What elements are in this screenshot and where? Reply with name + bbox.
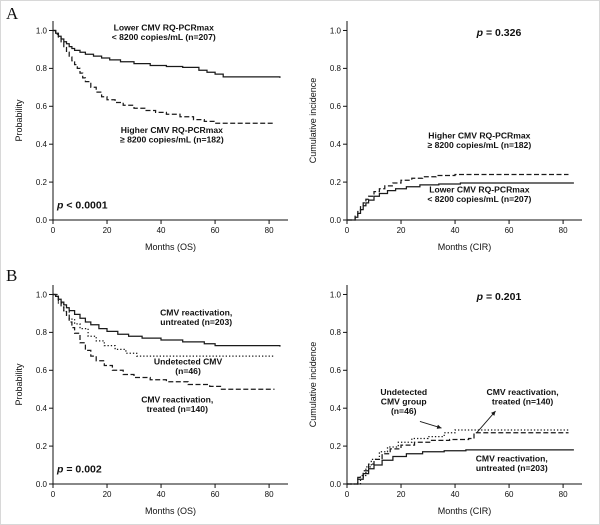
svg-text:0.6: 0.6 xyxy=(36,102,48,111)
svg-text:Lower CMV RQ-PCRmax: Lower CMV RQ-PCRmax xyxy=(429,185,529,195)
svg-text:60: 60 xyxy=(211,226,220,235)
svg-text:0.8: 0.8 xyxy=(36,328,48,337)
svg-text:0: 0 xyxy=(345,490,350,499)
svg-text:20: 20 xyxy=(397,226,406,235)
svg-text:treated (n=140): treated (n=140) xyxy=(147,404,209,414)
svg-text:60: 60 xyxy=(505,490,514,499)
chart-b-cumulative-incidence: 0.0 0.2 0.4 0.6 0.8 1.0 0 20 40 60 80 Months (CIR) C… xyxy=(307,273,592,518)
svg-text:Months (OS): Months (OS) xyxy=(145,506,196,516)
svg-text:< 8200 copies/mL (n=207): < 8200 copies/mL (n=207) xyxy=(427,194,531,204)
svg-text:CMV group: CMV group xyxy=(381,396,427,406)
svg-text:0.8: 0.8 xyxy=(330,328,342,337)
svg-text:0.4: 0.4 xyxy=(36,404,48,413)
svg-text:CMV reactivation,: CMV reactivation, xyxy=(487,387,559,397)
svg-text:80: 80 xyxy=(559,226,568,235)
svg-text:0.6: 0.6 xyxy=(330,102,342,111)
chart-b-overall-survival: 0.0 0.2 0.4 0.6 0.8 1.0 0 20 40 60 80 Months (OS) Pr… xyxy=(13,273,298,518)
svg-text:0.2: 0.2 xyxy=(330,442,342,451)
svg-text:0: 0 xyxy=(51,226,56,235)
svg-text:Lower CMV RQ-PCRmax: Lower CMV RQ-PCRmax xyxy=(114,22,214,32)
svg-text:Undetected: Undetected xyxy=(380,387,427,397)
svg-text:Probability: Probability xyxy=(14,363,24,406)
svg-text:Months (CIR): Months (CIR) xyxy=(438,506,492,516)
svg-text:Probability: Probability xyxy=(14,99,24,142)
svg-text:(n=46): (n=46) xyxy=(391,406,417,416)
svg-text:1.0: 1.0 xyxy=(330,26,342,35)
svg-text:0.6: 0.6 xyxy=(330,366,342,375)
svg-text:40: 40 xyxy=(157,490,166,499)
svg-text:0.0: 0.0 xyxy=(330,216,342,225)
svg-text:0.0: 0.0 xyxy=(36,480,48,489)
svg-text:0.2: 0.2 xyxy=(36,178,48,187)
svg-text:Months (CIR): Months (CIR) xyxy=(438,242,492,252)
svg-text:80: 80 xyxy=(265,490,274,499)
svg-text:treated (n=140): treated (n=140) xyxy=(492,396,554,406)
svg-text:≥ 8200 copies/mL (n=182): ≥ 8200 copies/mL (n=182) xyxy=(428,140,532,150)
svg-text:CMV reactivation,: CMV reactivation, xyxy=(141,395,213,405)
svg-text:20: 20 xyxy=(103,226,112,235)
svg-text:p = 0.201: p = 0.201 xyxy=(476,291,522,303)
svg-text:60: 60 xyxy=(211,490,220,499)
svg-text:0: 0 xyxy=(345,226,350,235)
svg-text:≥ 8200 copies/mL (n=182): ≥ 8200 copies/mL (n=182) xyxy=(120,134,224,144)
svg-text:0.8: 0.8 xyxy=(36,64,48,73)
svg-text:0: 0 xyxy=(51,490,56,499)
svg-text:0.6: 0.6 xyxy=(36,366,48,375)
svg-text:0.0: 0.0 xyxy=(330,480,342,489)
panel-a-cir-svg: 0.0 0.2 0.4 0.6 0.8 1.0 0 20 40 60 80 Months (CIR) C… xyxy=(308,21,582,252)
svg-text:0.0: 0.0 xyxy=(36,216,48,225)
svg-text:60: 60 xyxy=(505,226,514,235)
svg-text:0.2: 0.2 xyxy=(36,442,48,451)
panel-b-os-svg: 0.0 0.2 0.4 0.6 0.8 1.0 0 20 40 60 80 Months (OS) Pr… xyxy=(14,285,288,516)
svg-text:Months (OS): Months (OS) xyxy=(145,242,196,252)
svg-text:40: 40 xyxy=(451,226,460,235)
svg-text:p = 0.326: p = 0.326 xyxy=(476,27,522,39)
svg-text:Cumulative incidence: Cumulative incidence xyxy=(308,78,318,164)
panel-b-label: B xyxy=(6,266,18,285)
svg-text:0.4: 0.4 xyxy=(36,140,48,149)
svg-text:40: 40 xyxy=(157,226,166,235)
svg-text:20: 20 xyxy=(103,490,112,499)
svg-text:0.8: 0.8 xyxy=(330,64,342,73)
svg-text:(n=46): (n=46) xyxy=(175,366,201,376)
svg-text:CMV reactivation,: CMV reactivation, xyxy=(160,307,232,317)
svg-text:CMV reactivation,: CMV reactivation, xyxy=(476,453,548,463)
chart-a-overall-survival: 0.0 0.2 0.4 0.6 0.8 1.0 0 20 40 60 80 Months (OS) Pr… xyxy=(13,9,298,254)
svg-text:0.4: 0.4 xyxy=(330,140,342,149)
svg-text:1.0: 1.0 xyxy=(330,290,342,299)
svg-text:p < 0.0001: p < 0.0001 xyxy=(56,200,108,212)
svg-text:80: 80 xyxy=(559,490,568,499)
svg-text:untreated (n=203): untreated (n=203) xyxy=(476,463,548,473)
panel-a-os-svg: 0.0 0.2 0.4 0.6 0.8 1.0 0 20 40 60 80 Months (OS) Pr… xyxy=(14,21,288,252)
svg-text:untreated (n=203): untreated (n=203) xyxy=(160,317,232,327)
panel-a-label: A xyxy=(6,4,19,23)
svg-text:1.0: 1.0 xyxy=(36,290,48,299)
svg-text:0.4: 0.4 xyxy=(330,404,342,413)
svg-text:1.0: 1.0 xyxy=(36,26,48,35)
svg-text:Higher CMV RQ-PCRmax: Higher CMV RQ-PCRmax xyxy=(121,125,223,135)
svg-text:0.2: 0.2 xyxy=(330,178,342,187)
svg-text:Undetected CMV: Undetected CMV xyxy=(154,357,223,367)
svg-text:Cumulative incidence: Cumulative incidence xyxy=(308,342,318,428)
svg-text:Higher CMV RQ-PCRmax: Higher CMV RQ-PCRmax xyxy=(428,131,530,141)
svg-text:p = 0.002: p = 0.002 xyxy=(56,464,102,476)
panel-b-cir-svg: 0.0 0.2 0.4 0.6 0.8 1.0 0 20 40 60 80 Months (CIR) C… xyxy=(308,285,582,516)
svg-text:< 8200 copies/mL (n=207): < 8200 copies/mL (n=207) xyxy=(112,32,216,42)
svg-text:80: 80 xyxy=(265,226,274,235)
svg-text:20: 20 xyxy=(397,490,406,499)
svg-text:40: 40 xyxy=(451,490,460,499)
chart-a-cumulative-incidence: 0.0 0.2 0.4 0.6 0.8 1.0 0 20 40 60 80 Months (CIR) C… xyxy=(307,9,592,254)
